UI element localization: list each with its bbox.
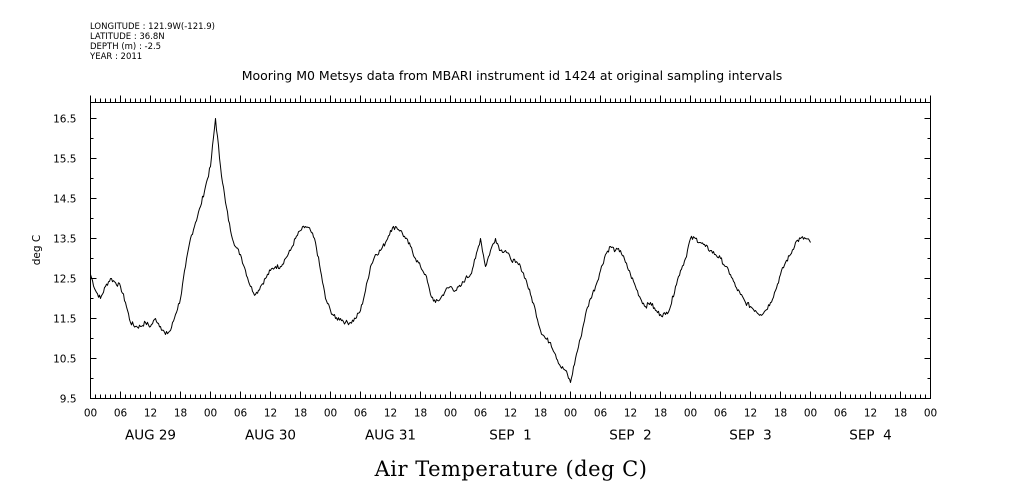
x-day-label: AUG 31	[365, 428, 416, 444]
y-axis-label: deg C	[31, 235, 43, 265]
x-hour-label: 00	[324, 408, 337, 420]
x-hour-label: 00	[564, 408, 577, 420]
y-tick-label: 11.5	[53, 314, 76, 326]
x-day-label: SEP 2	[609, 428, 651, 444]
depth-label: DEPTH (m) : -2.5	[90, 42, 162, 52]
x-hour-label: 18	[774, 408, 787, 420]
x-hour-label: 00	[84, 408, 97, 420]
x-day-label: SEP 3	[729, 428, 771, 444]
y-tick-label: 12.5	[53, 274, 76, 286]
y-tick-label: 10.5	[53, 354, 76, 366]
y-tick-label: 16.5	[53, 114, 76, 126]
x-hour-label: 00	[444, 408, 457, 420]
series-layer	[90, 118, 811, 383]
x-hour-label: 18	[654, 408, 667, 420]
x-hour-label: 00	[804, 408, 817, 420]
x-hour-label: 18	[294, 408, 307, 420]
x-hour-label: 12	[864, 408, 877, 420]
x-hour-label: 06	[474, 408, 488, 420]
x-hour-label: 06	[714, 408, 728, 420]
x-day-label: AUG 30	[245, 428, 296, 444]
x-axis-label: Air Temperature (deg C)	[374, 457, 648, 481]
y-tick-label: 15.5	[53, 154, 76, 166]
x-day-label: SEP 1	[489, 428, 531, 444]
year-label: YEAR : 2011	[90, 52, 143, 62]
x-hour-label: 12	[624, 408, 637, 420]
x-hour-label: 00	[924, 408, 937, 420]
x-day-label: AUG 29	[125, 428, 176, 444]
x-hour-label: 00	[684, 408, 697, 420]
latitude-label: LATITUDE : 36.8N	[90, 32, 165, 42]
station-metadata: LONGITUDE : 121.9W(-121.9) LATITUDE : 36…	[90, 22, 215, 62]
x-hour-label: 18	[894, 408, 907, 420]
x-hour-label: 12	[144, 408, 157, 420]
longitude-label: LONGITUDE : 121.9W(-121.9)	[90, 22, 215, 32]
y-tick-label: 13.5	[53, 234, 76, 246]
x-hour-label: 12	[744, 408, 757, 420]
x-hour-label: 00	[204, 408, 217, 420]
x-hour-label: 06	[594, 408, 608, 420]
x-hour-label: 06	[234, 408, 248, 420]
x-hour-label: 18	[534, 408, 547, 420]
x-hour-label: 18	[414, 408, 427, 420]
y-tick-label: 9.5	[60, 394, 77, 406]
x-day-label: SEP 4	[849, 428, 891, 444]
chart-title: Mooring M0 Metsys data from MBARI instru…	[242, 68, 783, 83]
x-hour-label: 12	[384, 408, 397, 420]
y-tick-label: 14.5	[53, 194, 76, 206]
x-hour-label: 06	[354, 408, 368, 420]
series-line	[90, 118, 811, 383]
x-hour-label: 12	[264, 408, 277, 420]
plot-frame	[90, 102, 931, 399]
x-hour-label: 12	[504, 408, 517, 420]
x-axis: 00 06 12 18 00 06 12 18 00 06 12 18 00 06 12 18 00 06 12 18…	[84, 408, 937, 444]
y-axis: 9.5 10.5 11.5 12.5 13.5 14.5 15.5 16.5	[53, 114, 931, 406]
x-hour-label: 06	[114, 408, 128, 420]
minor-ticks	[90, 95, 931, 399]
x-hour-label: 18	[174, 408, 187, 420]
x-hour-label: 06	[834, 408, 848, 420]
